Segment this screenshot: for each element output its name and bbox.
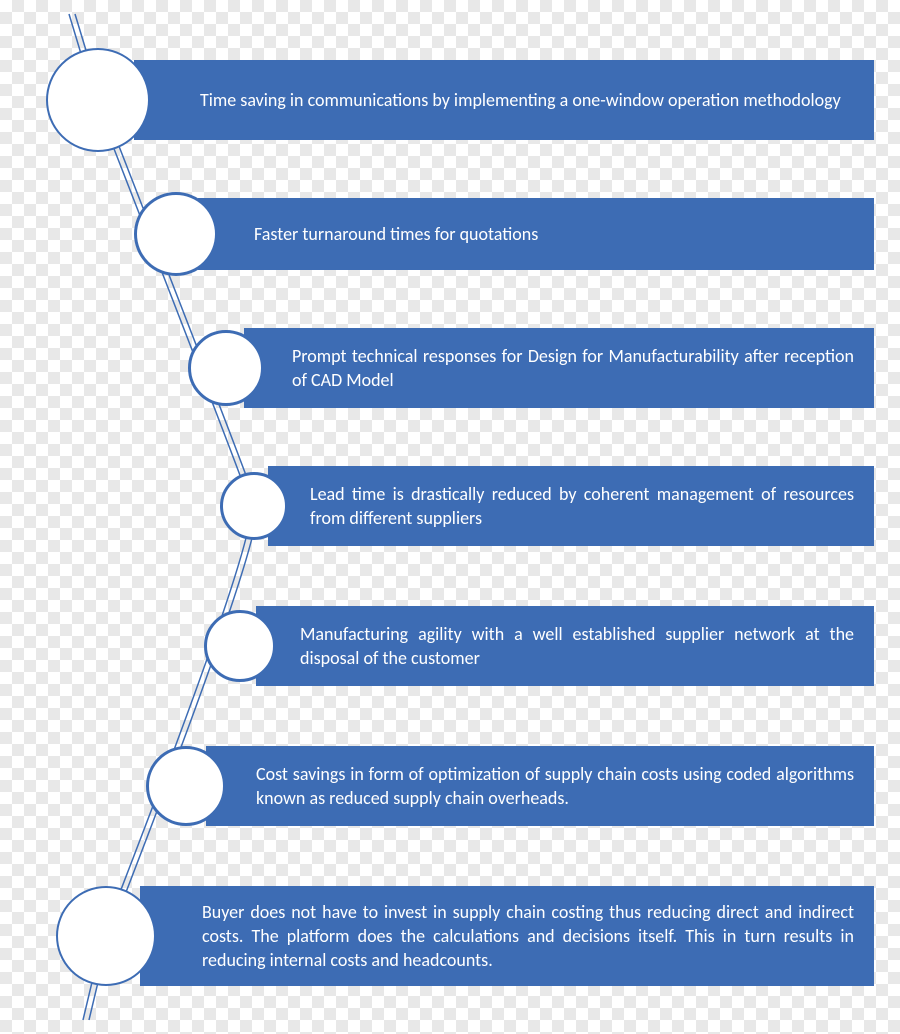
benefit-text: Lead time is drastically reduced by cohe… xyxy=(310,482,854,530)
benefit-node-5 xyxy=(204,610,276,682)
benefit-node-3 xyxy=(188,330,264,406)
benefit-box-2: Faster turnaround times for quotations xyxy=(198,198,874,270)
benefit-text: Time saving in communications by impleme… xyxy=(200,88,841,112)
benefit-node-7 xyxy=(56,886,156,986)
benefit-node-4 xyxy=(220,472,288,540)
benefit-node-6 xyxy=(146,746,226,826)
benefit-text: Prompt technical responses for Design fo… xyxy=(292,344,854,392)
benefit-text: Buyer does not have to invest in supply … xyxy=(202,900,854,972)
benefit-text: Faster turnaround times for quotations xyxy=(254,222,538,246)
benefit-text: Manufacturing agility with a well establ… xyxy=(300,622,854,670)
benefit-text: Cost savings in form of optimization of … xyxy=(256,762,854,810)
benefit-box-7: Buyer does not have to invest in supply … xyxy=(140,886,874,986)
benefit-box-6: Cost savings in form of optimization of … xyxy=(206,746,874,826)
benefit-box-3: Prompt technical responses for Design fo… xyxy=(244,328,874,408)
benefit-box-1: Time saving in communications by impleme… xyxy=(134,60,874,140)
benefit-box-4: Lead time is drastically reduced by cohe… xyxy=(268,466,874,546)
benefit-node-2 xyxy=(134,192,218,276)
benefit-box-5: Manufacturing agility with a well establ… xyxy=(256,606,874,686)
benefit-node-1 xyxy=(46,48,150,152)
